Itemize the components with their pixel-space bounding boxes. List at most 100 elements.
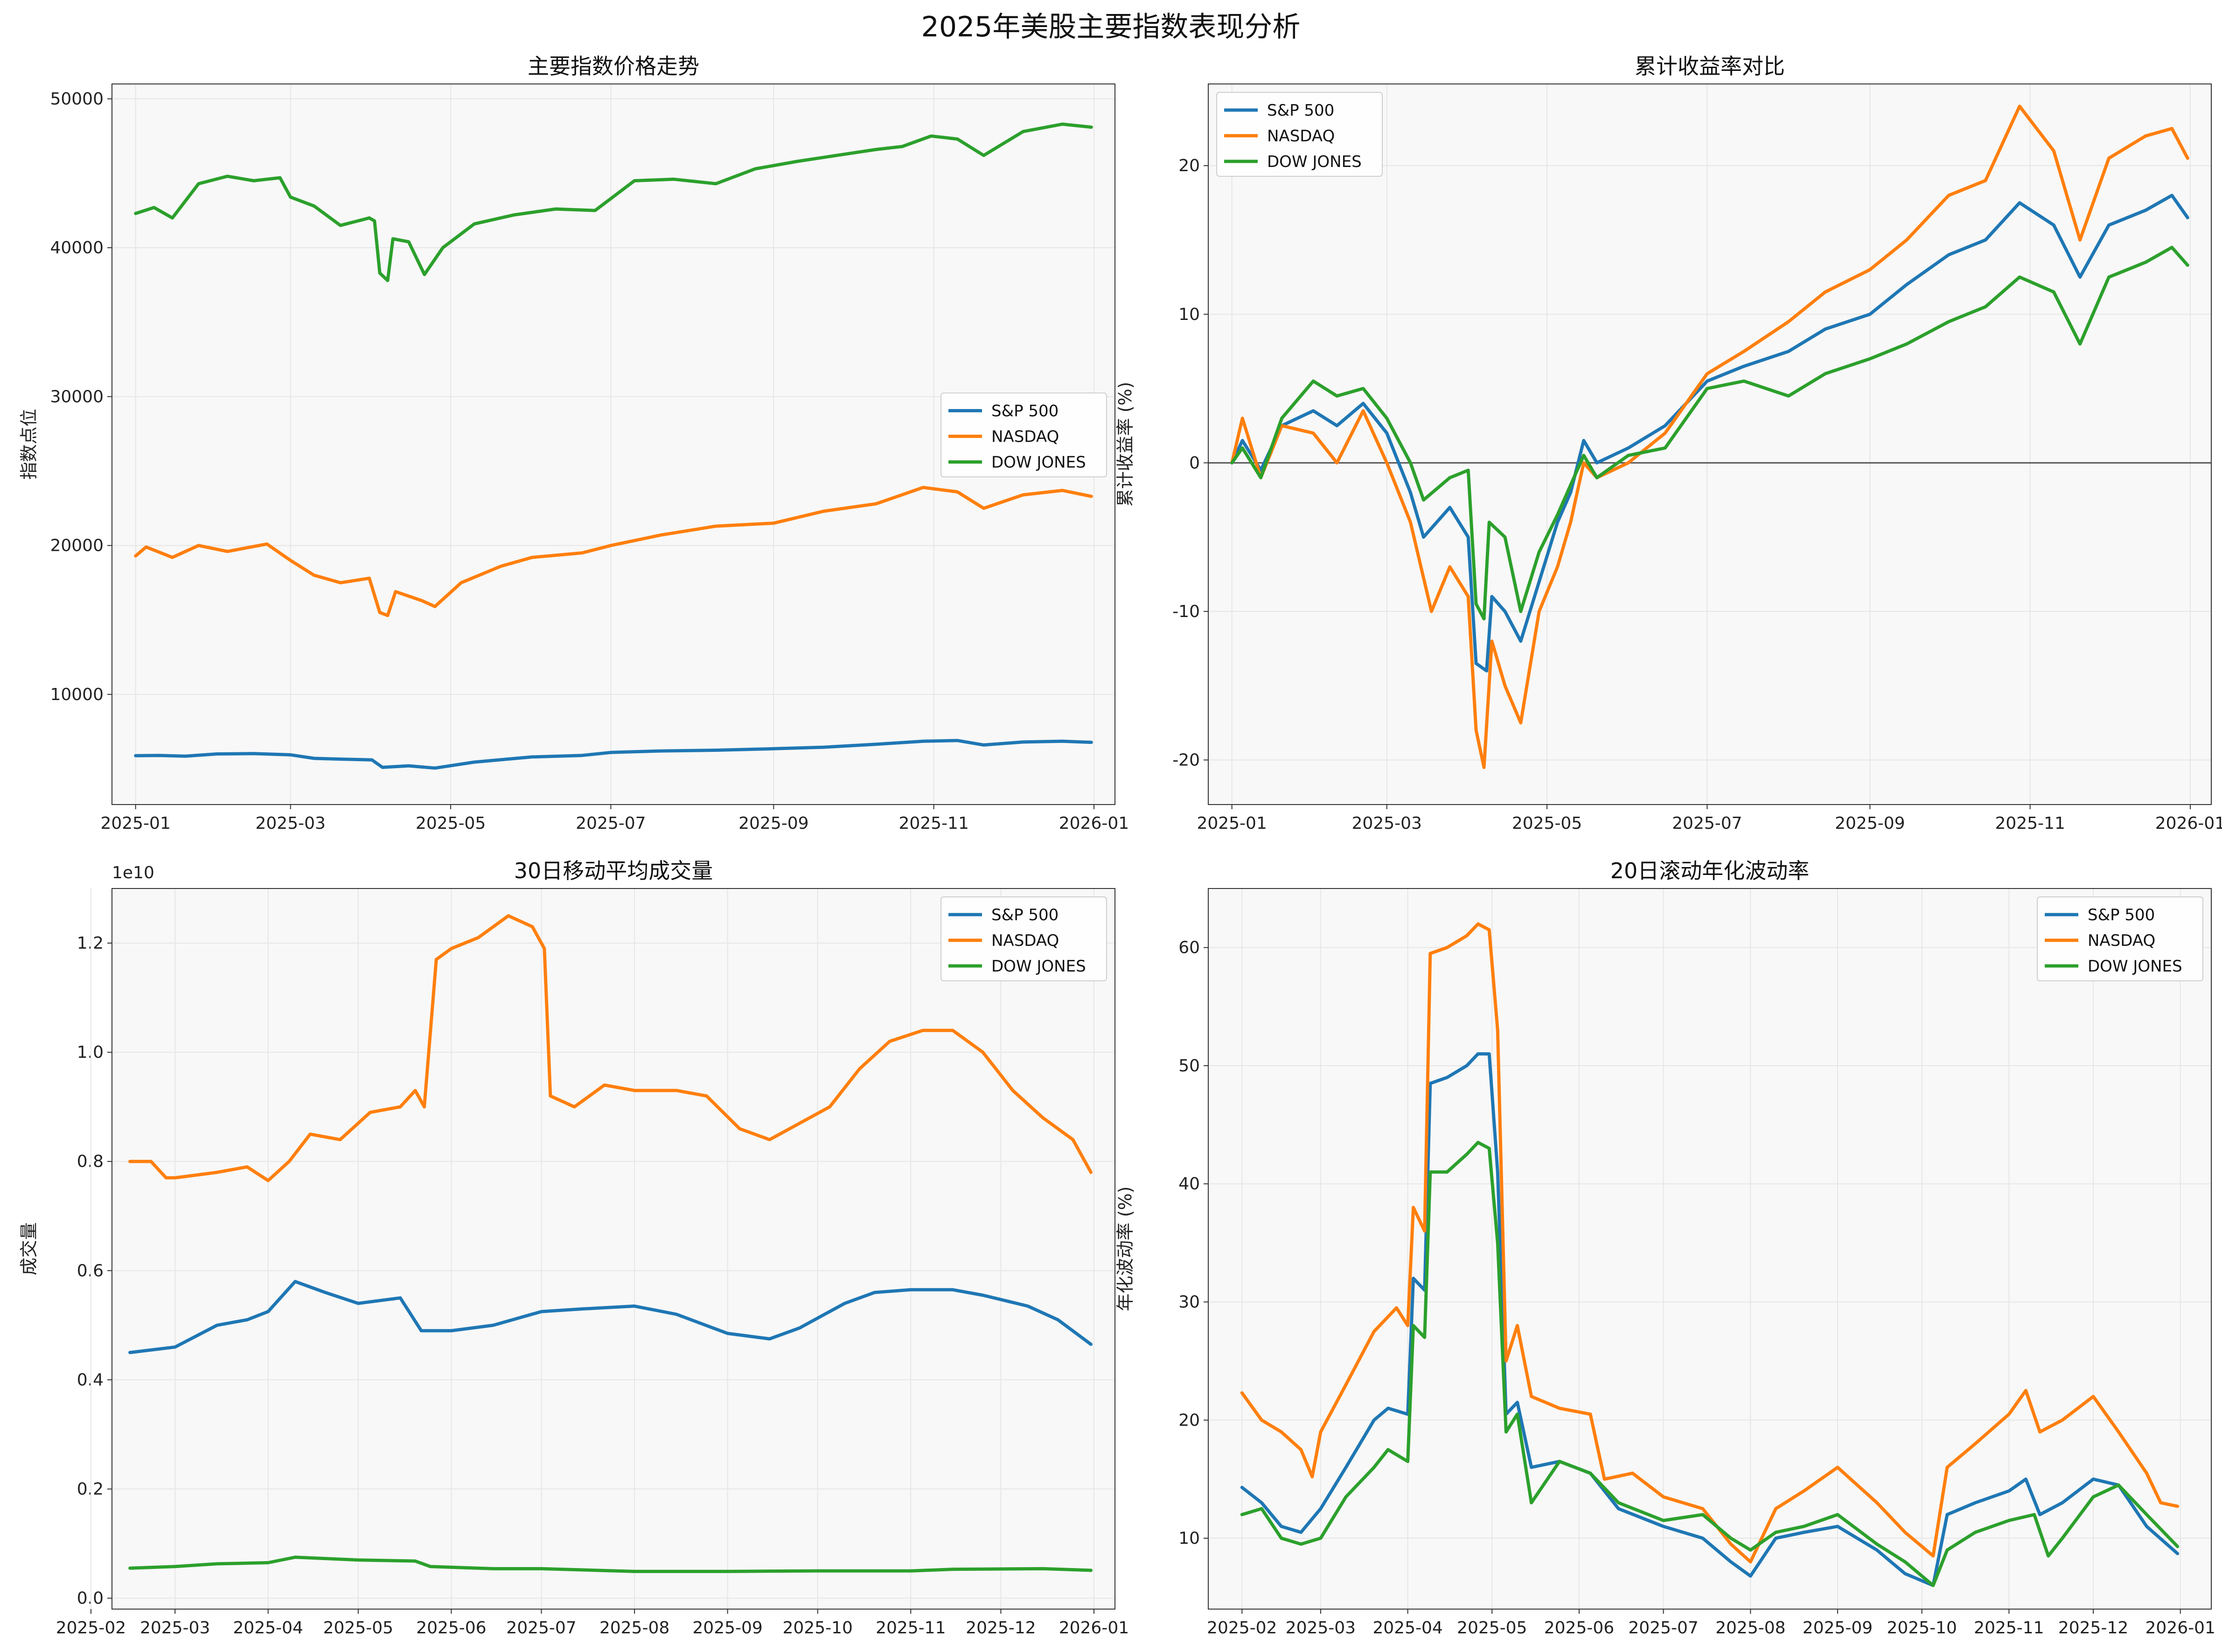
y-axis-label: 指数点位 [19, 409, 39, 479]
y-axis-label: 累计收益率 (%) [1115, 382, 1135, 507]
x-tick-label: 2025-11 [1974, 1618, 2044, 1638]
x-tick-label: 2025-06 [416, 1618, 486, 1638]
series-line-nasdaq [134, 486, 1093, 618]
x-tick-label: 2025-11 [876, 1618, 946, 1638]
legend-box [2037, 896, 2203, 981]
y-tick-label: 0.0 [77, 1589, 104, 1608]
plot-area [1208, 888, 2212, 1610]
chart-panel-1: 主要指数价格走势 10000 20000 30000 40000 50000 2025-01… [19, 54, 1129, 833]
x-tick-label: 2025-02 [1207, 1618, 1277, 1638]
x-tick-label: 2025-12 [966, 1618, 1036, 1638]
series-line-sp500 [1230, 194, 2189, 673]
y-tick-label: 40 [1178, 1174, 1200, 1194]
y-tick-label: 20000 [50, 536, 104, 555]
series-line-sp500 [128, 1280, 1093, 1354]
plot-area [1208, 83, 2212, 805]
x-tick-label: 2025-09 [692, 1618, 762, 1638]
y-tick-label: 1.0 [77, 1043, 104, 1062]
x-tick-label: 2025-04 [233, 1618, 303, 1638]
y-tick-label: 10000 [50, 685, 104, 704]
legend-label: S&P 500 [2088, 906, 2155, 924]
x-tick-label: 2025-03 [140, 1618, 210, 1638]
x-tick-label: 2025-01 [1197, 814, 1267, 833]
chart-title: 30日移动平均成交量 [514, 858, 713, 883]
axis-offset-text: 1e10 [112, 863, 154, 882]
x-tick-label: 2026-01 [1059, 1618, 1129, 1638]
legend-label: S&P 500 [991, 906, 1059, 924]
plot-area [111, 888, 1115, 1610]
x-tick-label: 2025-09 [1803, 1618, 1873, 1638]
x-tick-label: 2025-05 [1457, 1618, 1527, 1638]
series-line-nasdaq [128, 914, 1093, 1182]
x-tick-label: 2025-09 [738, 814, 808, 833]
series-line-dow [134, 122, 1093, 282]
y-tick-label: 0.8 [77, 1152, 104, 1171]
chart-title: 主要指数价格走势 [528, 54, 699, 79]
legend: S&P 500 NASDAQ DOW JONES [2037, 896, 2203, 981]
x-tick-label: 2025-03 [1352, 814, 1422, 833]
y-tick-label: 20 [1178, 156, 1200, 175]
x-tick-label: 2025-04 [1372, 1618, 1442, 1638]
plot-border [111, 83, 1115, 805]
series-line-sp500 [134, 739, 1093, 770]
legend-label: DOW JONES [991, 957, 1086, 976]
x-tick-label: 2025-05 [416, 814, 486, 833]
x-tick-label: 2025-11 [899, 814, 968, 833]
plot-border [111, 888, 1115, 1610]
x-tick-label: 2025-10 [783, 1618, 853, 1638]
y-tick-label: 0.6 [77, 1261, 104, 1280]
legend-label: NASDAQ [2088, 931, 2155, 950]
x-tick-label: 2025-07 [576, 814, 646, 833]
series-line-nasdaq [1230, 104, 2189, 769]
series-line-dow [128, 1555, 1093, 1573]
series-line-nasdaq [1240, 922, 2180, 1564]
figure-title: 2025年美股主要指数表现分析 [921, 11, 1301, 43]
y-axis-label: 年化波动率 (%) [1115, 1187, 1135, 1312]
y-tick-label: 30 [1178, 1292, 1200, 1312]
y-tick-label: 0.2 [77, 1480, 104, 1499]
legend-label: NASDAQ [991, 931, 1059, 950]
y-tick-label: 50000 [50, 90, 104, 109]
plot-border [1208, 888, 2212, 1610]
plot-border [1208, 83, 2212, 805]
x-tick-label: 2025-03 [256, 814, 326, 833]
x-tick-label: 2025-03 [1286, 1618, 1356, 1638]
legend-label: S&P 500 [1267, 101, 1334, 120]
x-tick-label: 2025-06 [1544, 1618, 1614, 1638]
legend-label: NASDAQ [991, 428, 1059, 446]
legend-label: DOW JONES [991, 453, 1086, 472]
x-tick-label: 2026-01 [1059, 814, 1129, 833]
legend: S&P 500 NASDAQ DOW JONES [940, 392, 1107, 478]
legend: S&P 500 NASDAQ DOW JONES [1216, 92, 1383, 177]
y-tick-label: -10 [1172, 602, 1200, 621]
x-tick-label: 2025-09 [1835, 814, 1905, 833]
chart-panel-2: 累计收益率对比 -20 -10 0 10 20 2025-01 2025-03 2025-05 2… [1115, 54, 2222, 833]
x-tick-label: 2025-12 [2058, 1618, 2128, 1638]
chart-title: 累计收益率对比 [1635, 54, 1785, 79]
legend-box [940, 392, 1107, 478]
y-tick-label: 0 [1189, 453, 1200, 472]
chart-title: 20日滚动年化波动率 [1610, 858, 1810, 883]
x-tick-label: 2025-10 [1887, 1618, 1957, 1638]
x-tick-label: 2025-08 [1715, 1618, 1785, 1638]
x-tick-label: 2025-01 [100, 814, 170, 833]
legend-box [940, 896, 1107, 981]
legend-box [1216, 92, 1383, 177]
legend-label: NASDAQ [1267, 127, 1335, 146]
y-tick-label: -20 [1172, 750, 1200, 770]
legend: S&P 500 NASDAQ DOW JONES [940, 896, 1107, 981]
y-axis-label: 成交量 [19, 1222, 39, 1275]
series-line-dow [1230, 245, 2189, 621]
x-tick-label: 2025-07 [506, 1618, 576, 1638]
y-tick-label: 10 [1178, 1529, 1200, 1548]
chart-panels: 主要指数价格走势 10000 20000 30000 40000 50000 2025-01… [19, 54, 2222, 1638]
x-tick-label: 2026-01 [2155, 814, 2222, 833]
x-tick-label: 2025-05 [1512, 814, 1582, 833]
x-tick-label: 2025-07 [1672, 814, 1742, 833]
y-tick-label: 0.4 [77, 1370, 104, 1389]
x-tick-label: 2025-11 [1995, 814, 2065, 833]
legend-label: DOW JONES [1267, 153, 1362, 171]
y-tick-label: 10 [1178, 305, 1200, 324]
chart-panel-4: 20日滚动年化波动率 10 20 30 40 50 60 2025-02 2025-03 2025… [1115, 858, 2215, 1638]
